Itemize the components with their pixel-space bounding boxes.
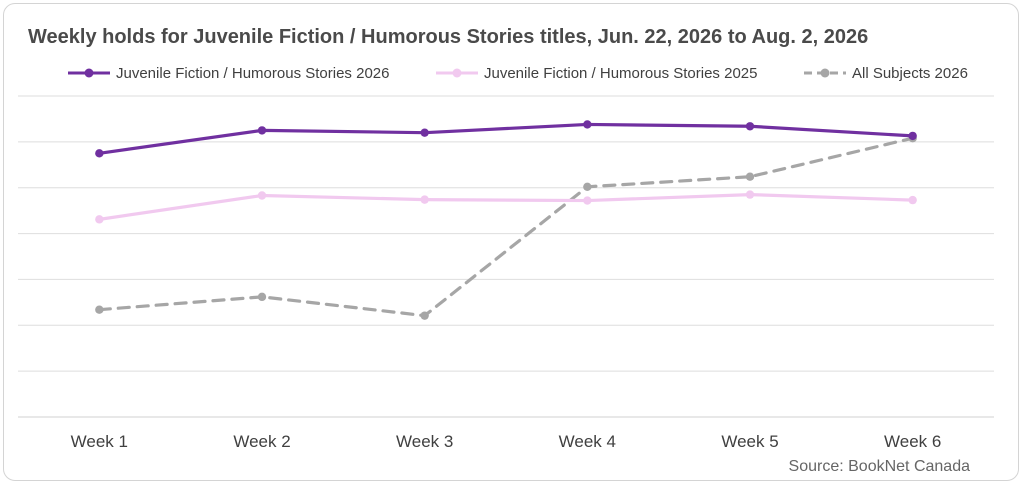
chart-title: Weekly holds for Juvenile Fiction / Humo… [28, 26, 869, 48]
legend-swatch-series-2 [436, 68, 478, 78]
x-tick-label: Week 4 [559, 432, 616, 451]
data-point-series-1 [420, 128, 429, 137]
legend-label-series-2: Juvenile Fiction / Humorous Stories 2025 [484, 64, 758, 82]
chart-card [3, 3, 1019, 481]
data-point-series-3 [583, 182, 592, 191]
legend-label-series-1: Juvenile Fiction / Humorous Stories 2026 [116, 64, 390, 82]
series-line-2 [97, 192, 915, 221]
data-point-series-2 [908, 195, 917, 205]
legend-item-series-3: All Subjects 2026 [804, 62, 968, 84]
data-point-series-2 [257, 191, 267, 200]
legend-swatch-series-3 [804, 68, 846, 78]
data-point-series-2 [95, 215, 104, 224]
data-point-series-2 [583, 196, 592, 205]
legend-item-series-1: Juvenile Fiction / Humorous Stories 2026 [68, 62, 389, 84]
x-tick-label: Week 6 [884, 432, 941, 451]
data-point-series-2 [420, 195, 429, 204]
series-line-3 [97, 136, 915, 318]
x-tick-label: Week 5 [721, 432, 778, 451]
data-point-series-1 [257, 126, 267, 135]
data-point-series-3 [420, 311, 429, 320]
data-point-series-3 [745, 172, 755, 181]
series-line-1 [97, 122, 915, 155]
chart-legend: Juvenile Fiction / Humorous Stories 2026… [0, 62, 1024, 84]
data-point-series-3 [257, 292, 267, 302]
x-tick-label: Week 2 [233, 432, 290, 451]
source-note: Source: BookNet Canada [788, 458, 970, 475]
data-point-series-1 [745, 122, 755, 131]
x-tick-label: Week 1 [71, 432, 128, 451]
legend-swatch-series-1 [68, 68, 110, 78]
data-point-series-3 [95, 305, 104, 314]
data-point-series-1 [583, 120, 592, 129]
data-point-series-1 [95, 149, 104, 158]
data-point-series-2 [745, 190, 755, 199]
data-point-series-1 [908, 131, 917, 141]
x-tick-label: Week 3 [396, 432, 453, 451]
legend-item-series-2: Juvenile Fiction / Humorous Stories 2025 [436, 62, 757, 84]
legend-label-series-3: All Subjects 2026 [852, 64, 968, 82]
